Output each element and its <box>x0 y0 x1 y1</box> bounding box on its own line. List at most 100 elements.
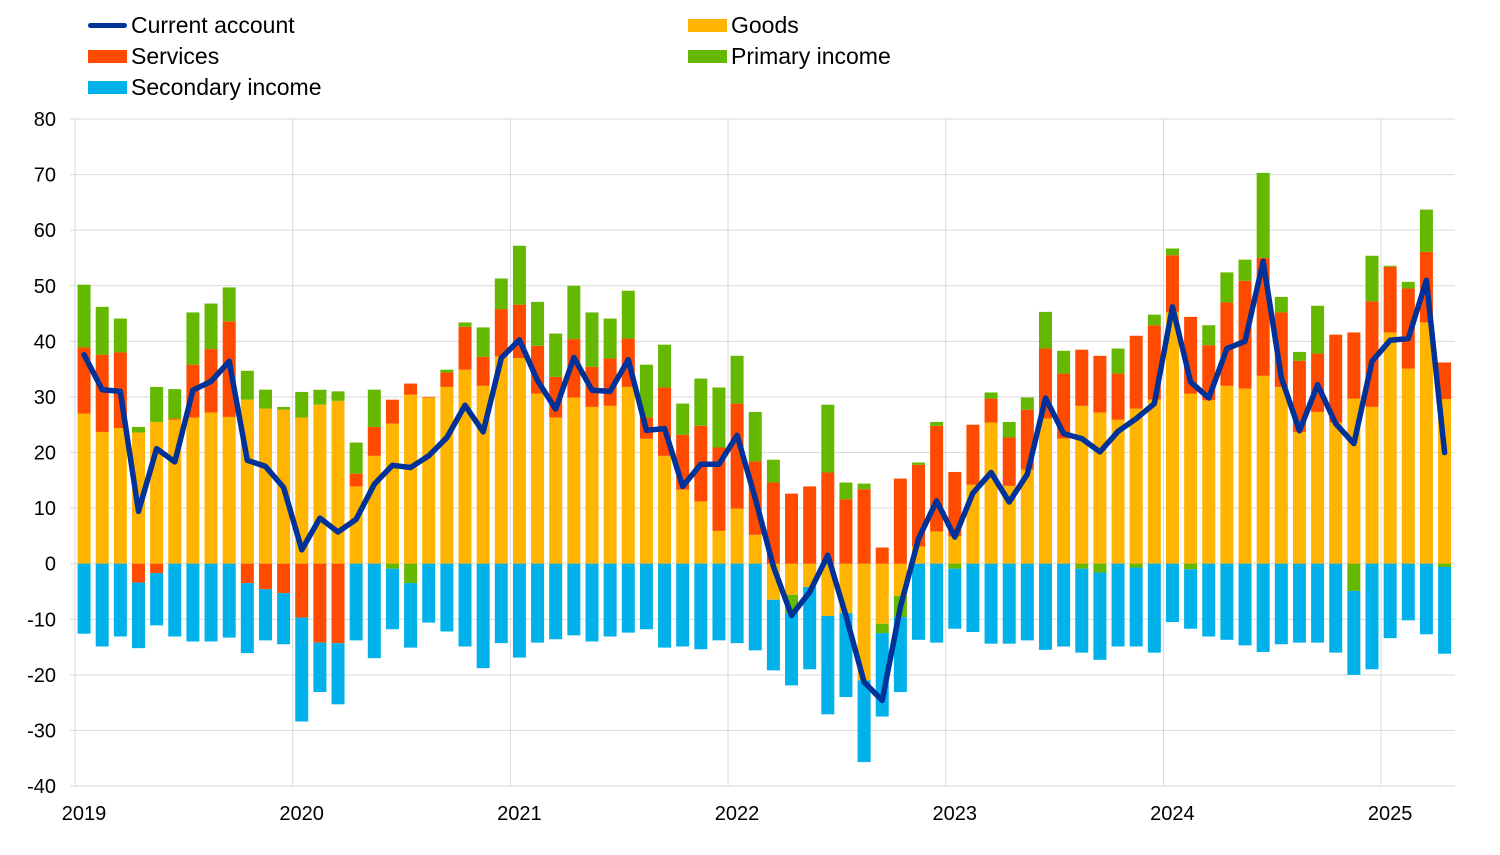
bar-goods <box>531 393 545 564</box>
bar-primary-income <box>639 364 653 418</box>
bar-services <box>567 339 581 398</box>
bar-primary-income <box>1311 305 1325 354</box>
bar-secondary-income <box>1438 567 1452 654</box>
bar-primary-income <box>1111 348 1125 374</box>
bar-primary-income <box>168 389 182 419</box>
bar-goods <box>349 486 363 564</box>
bar-goods <box>549 417 563 564</box>
bar-goods <box>440 386 454 564</box>
bar-secondary-income <box>621 563 635 633</box>
bar-secondary-income <box>186 563 200 642</box>
bar-primary-income <box>1365 255 1379 302</box>
bar-goods <box>1020 469 1034 564</box>
bar-goods <box>113 428 127 564</box>
bar-primary-income <box>1184 563 1198 570</box>
bar-goods <box>621 386 635 564</box>
bar-primary-income <box>1002 421 1016 438</box>
bar-secondary-income <box>1202 563 1216 637</box>
bar-primary-income <box>948 563 962 569</box>
bar-services <box>1383 266 1397 333</box>
legend-label: Goods <box>731 11 799 38</box>
y-tick-label: 0 <box>45 554 56 576</box>
bar-secondary-income <box>857 680 871 763</box>
bar-goods <box>676 489 690 564</box>
bar-secondary-income <box>349 563 363 641</box>
bar-services <box>1438 362 1452 400</box>
y-tick-label: 80 <box>34 109 56 131</box>
bar-secondary-income <box>1383 563 1397 639</box>
bar-goods <box>367 455 381 564</box>
bar-goods <box>1202 400 1216 564</box>
x-tick-label: 2021 <box>497 803 542 825</box>
bar-services <box>258 563 272 590</box>
bar-services <box>440 372 454 387</box>
bar-secondary-income <box>603 563 617 637</box>
bar-secondary-income <box>567 563 581 636</box>
bar-services <box>494 309 508 357</box>
bar-primary-income <box>222 287 236 322</box>
legend-goods: Goods <box>688 10 799 40</box>
bar-services <box>295 563 309 618</box>
y-tick-label: 50 <box>34 276 56 298</box>
bar-services <box>331 563 345 644</box>
current-account-line-group <box>81 258 1448 704</box>
bar-secondary-income <box>1147 563 1161 653</box>
bar-secondary-income <box>1038 563 1052 650</box>
bar-secondary-income <box>313 642 327 693</box>
bar-secondary-income <box>1020 563 1034 641</box>
bar-services <box>785 493 799 564</box>
bar-secondary-income <box>912 563 926 640</box>
bar-services <box>313 563 327 643</box>
bar-primary-income <box>385 563 399 569</box>
bar-goods <box>1129 408 1143 564</box>
bar-goods <box>1057 438 1071 564</box>
bar-goods <box>748 534 762 564</box>
bar-goods <box>1419 322 1433 564</box>
bar-services <box>150 563 164 574</box>
bar-primary-income <box>748 411 762 462</box>
legend-label: Secondary income <box>131 73 322 100</box>
bar-services <box>730 403 744 509</box>
bar-primary-income <box>95 306 109 355</box>
bar-goods <box>404 394 418 564</box>
bar-secondary-income <box>676 563 690 647</box>
bar-services <box>948 471 962 537</box>
bar-secondary-income <box>1292 563 1306 643</box>
x-tick-label: 2023 <box>932 803 977 825</box>
bar-secondary-income <box>1165 563 1179 623</box>
bar-services <box>712 447 726 531</box>
bar-primary-income <box>512 245 526 305</box>
bar-secondary-income <box>748 563 762 651</box>
bar-services <box>367 426 381 456</box>
bar-primary-income <box>150 386 164 422</box>
bar-secondary-income <box>295 617 309 722</box>
bar-services <box>404 383 418 395</box>
bar-primary-income <box>1020 397 1034 410</box>
bar-goods <box>694 501 708 564</box>
legend-label: Primary income <box>731 42 891 69</box>
bar-secondary-income <box>440 563 454 632</box>
bar-goods <box>77 413 91 564</box>
bar-services <box>1111 373 1125 420</box>
bar-secondary-income <box>930 563 944 643</box>
bar-goods <box>1274 386 1288 564</box>
bar-secondary-income <box>240 583 254 654</box>
bar-secondary-income <box>150 573 164 626</box>
bar-services <box>240 563 254 584</box>
bar-goods <box>1165 311 1179 564</box>
bar-secondary-income <box>730 563 744 644</box>
bar-primary-income <box>1238 259 1252 281</box>
bar-primary-income <box>277 406 291 410</box>
bar-primary-income <box>1129 563 1143 568</box>
x-tick-label: 2024 <box>1150 803 1195 825</box>
bar-primary-income <box>1147 314 1161 326</box>
bar-secondary-income <box>1329 563 1343 653</box>
bar-goods <box>494 356 508 564</box>
bar-primary-income <box>1256 172 1270 258</box>
bar-secondary-income <box>476 563 490 669</box>
bar-goods <box>857 563 871 681</box>
bar-services <box>1075 349 1089 406</box>
bar-primary-income <box>404 563 418 584</box>
bar-goods <box>948 536 962 564</box>
bar-secondary-income <box>1075 568 1089 653</box>
